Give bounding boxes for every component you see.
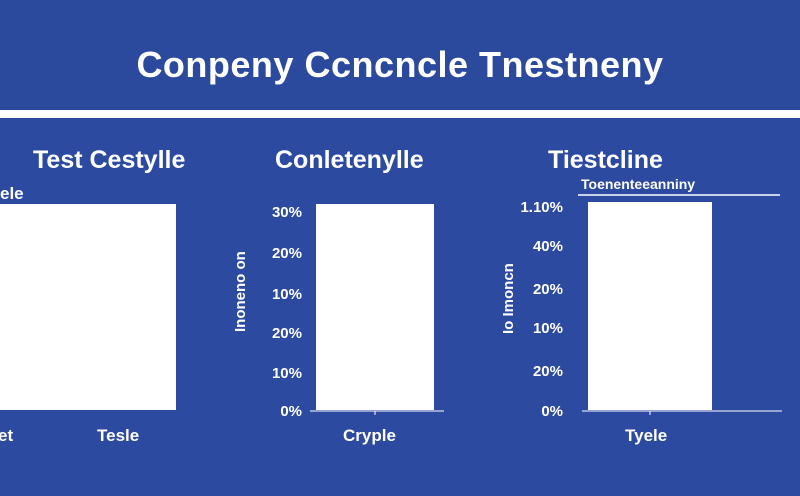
chart-1-bar-1 [64, 204, 176, 410]
chart-2-title: Conletenylle [275, 146, 424, 174]
chart-3-bar-0 [588, 202, 712, 410]
chart-1-x-label-1: Tesle [97, 426, 140, 445]
chart-1-legend-label: ele [0, 184, 24, 203]
header-divider [0, 110, 800, 118]
chart-3-y-tick: 1.10% [520, 199, 563, 216]
chart-2-y-tick: 30% [271, 204, 302, 221]
chart-3-x-label-0: Tyele [625, 426, 668, 445]
chart-3-y-tick: 20% [532, 281, 563, 298]
chart-2-y-tick: 10% [271, 365, 302, 382]
chart-1-x-label-0: et [0, 426, 14, 445]
chart-3-title: Tiestcline [548, 146, 663, 174]
page-title: Conpeny Ccncncle Tnestneny [136, 44, 664, 85]
chart-3-y-tick: 40% [532, 238, 563, 255]
chart-3-y-tick: 0% [541, 403, 563, 420]
chart-2-bar-0 [316, 204, 434, 410]
chart-2-y-tick: 20% [271, 245, 302, 262]
chart-1-title: Test Cestylle [33, 146, 186, 174]
chart-2-y-tick: 10% [271, 286, 302, 303]
chart-2-y-tick: 20% [271, 325, 302, 342]
header-band [0, 0, 800, 110]
chart-3-y-tick: 20% [532, 363, 563, 380]
chart-2-x-label-0: Cryple [343, 426, 396, 445]
chart-3-legend-label: Toenenteeanniny [581, 176, 696, 192]
chart-3-y-tick: 10% [532, 320, 563, 337]
chart-2-y-tick: 0% [280, 403, 302, 420]
